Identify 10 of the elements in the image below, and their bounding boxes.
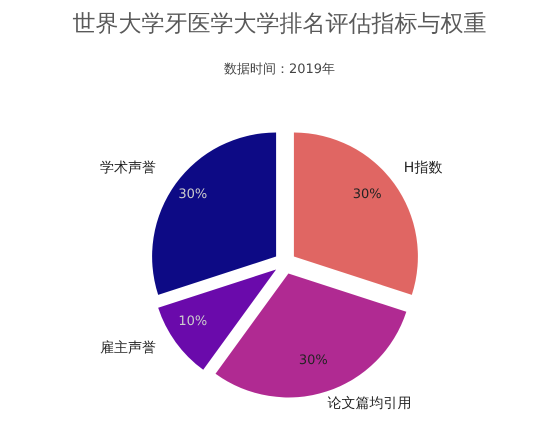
data-label: 30% (352, 187, 382, 202)
chart-subtitle: 数据时间：2019年 (222, 61, 336, 78)
chart-title: 世界大学牙医学大学排名评估指标与权重 (72, 10, 488, 39)
data-label: 30% (298, 352, 328, 368)
slice-label: 学术声誉 (100, 160, 156, 176)
data-label: 30% (178, 187, 208, 202)
data-label: 10% (178, 314, 208, 329)
slice-label: H指数 (404, 160, 442, 176)
slice-label: 雇主声誉 (100, 340, 156, 356)
slice-label: 论文篇均引用 (327, 396, 412, 412)
